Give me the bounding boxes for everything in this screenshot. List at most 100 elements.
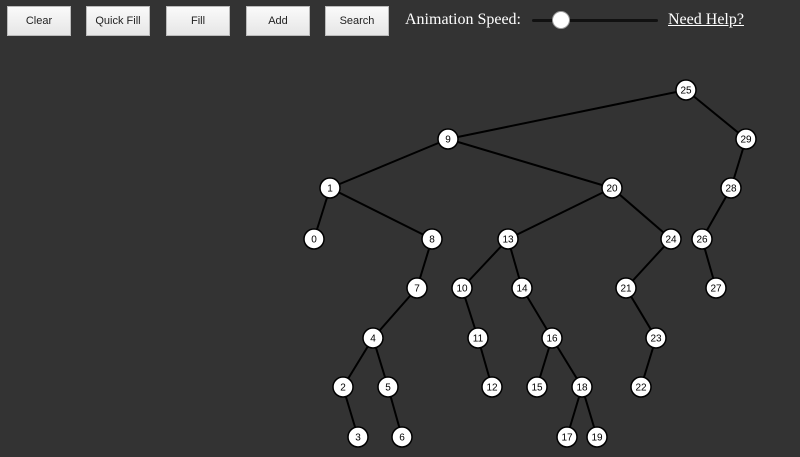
node-circle: [319, 177, 341, 199]
node-label: 22: [635, 383, 647, 394]
tree-node: 22: [630, 376, 652, 398]
node-label: 26: [696, 235, 708, 246]
tree-edge: [372, 287, 418, 339]
node-circle: [630, 376, 652, 398]
node-label: 1: [327, 184, 333, 195]
tree-node: 9: [437, 128, 459, 150]
tree-node: 24: [660, 228, 682, 250]
tree-node: 14: [511, 277, 533, 299]
node-circle: [332, 376, 354, 398]
node-circle: [571, 376, 593, 398]
tree-node: 10: [451, 277, 473, 299]
tree-node: 0: [303, 228, 325, 250]
node-circle: [406, 277, 428, 299]
animation-speed-slider[interactable]: [532, 19, 658, 22]
tree-edge: [329, 187, 433, 240]
node-label: 10: [456, 284, 468, 295]
node-circle: [437, 128, 459, 150]
clear-button[interactable]: Clear: [7, 6, 71, 36]
tree-node: 19: [586, 426, 608, 448]
animation-speed-label: Animation Speed:: [405, 11, 521, 28]
tree-node: 15: [526, 376, 548, 398]
tree-node: 23: [645, 327, 667, 349]
quick-fill-button[interactable]: Quick Fill: [86, 6, 150, 36]
tree-node: 7: [406, 277, 428, 299]
node-label: 25: [680, 86, 692, 97]
node-label: 13: [502, 235, 514, 246]
node-circle: [391, 426, 413, 448]
tree-node: 11: [467, 327, 489, 349]
node-circle: [511, 277, 533, 299]
node-label: 6: [399, 433, 405, 444]
node-circle: [541, 327, 563, 349]
tree-node: 29: [735, 128, 757, 150]
node-label: 27: [710, 284, 722, 295]
tree-node: 13: [497, 228, 519, 250]
tree-edge: [461, 238, 509, 289]
tree-edge: [611, 187, 672, 240]
node-label: 21: [620, 284, 632, 295]
node-label: 4: [370, 334, 376, 345]
node-label: 0: [311, 235, 317, 246]
node-circle: [720, 177, 742, 199]
slider-thumb[interactable]: [551, 11, 570, 29]
node-circle: [556, 426, 578, 448]
tree-node: 27: [705, 277, 727, 299]
tree-node: 28: [720, 177, 742, 199]
node-label: 9: [445, 135, 451, 146]
tree-edge: [447, 89, 687, 140]
node-label: 12: [486, 383, 498, 394]
node-circle: [421, 228, 443, 250]
need-help-link[interactable]: Need Help?: [668, 11, 744, 28]
node-label: 28: [725, 184, 737, 195]
node-circle: [377, 376, 399, 398]
node-circle: [362, 327, 384, 349]
tree-edge: [625, 238, 672, 289]
tree-edge: [447, 138, 613, 189]
tree-edge: [507, 187, 613, 240]
node-circle: [615, 277, 637, 299]
node-label: 23: [650, 334, 662, 345]
node-label: 17: [561, 433, 573, 444]
tree-node: 5: [377, 376, 399, 398]
tree-node: 6: [391, 426, 413, 448]
node-label: 11: [473, 334, 484, 345]
node-label: 18: [576, 383, 588, 394]
tree-edge: [329, 138, 449, 189]
node-label: 24: [665, 235, 677, 246]
node-label: 3: [355, 433, 361, 444]
add-button[interactable]: Add: [246, 6, 310, 36]
fill-button[interactable]: Fill: [166, 6, 230, 36]
tree-node: 26: [691, 228, 713, 250]
node-label: 16: [546, 334, 558, 345]
node-circle: [347, 426, 369, 448]
tree-node: 25: [675, 79, 697, 101]
node-circle: [691, 228, 713, 250]
tree-node: 21: [615, 277, 637, 299]
tree-node: 3: [347, 426, 369, 448]
node-label: 20: [606, 184, 618, 195]
tree-node: 18: [571, 376, 593, 398]
node-label: 14: [516, 284, 528, 295]
node-label: 2: [340, 383, 346, 394]
node-circle: [660, 228, 682, 250]
node-label: 7: [414, 284, 420, 295]
node-label: 15: [531, 383, 543, 394]
tree-edge: [685, 89, 747, 140]
node-label: 5: [385, 383, 391, 394]
node-circle: [303, 228, 325, 250]
tree-node: 2: [332, 376, 354, 398]
search-button[interactable]: Search: [325, 6, 389, 36]
tree-node: 16: [541, 327, 563, 349]
node-circle: [645, 327, 667, 349]
tree-node: 20: [601, 177, 623, 199]
node-circle: [705, 277, 727, 299]
tree-node: 12: [481, 376, 503, 398]
node-circle: [601, 177, 623, 199]
node-circle: [481, 376, 503, 398]
node-label: 8: [429, 235, 435, 246]
tree-node: 17: [556, 426, 578, 448]
tree-node: 8: [421, 228, 443, 250]
node-label: 29: [740, 135, 752, 146]
